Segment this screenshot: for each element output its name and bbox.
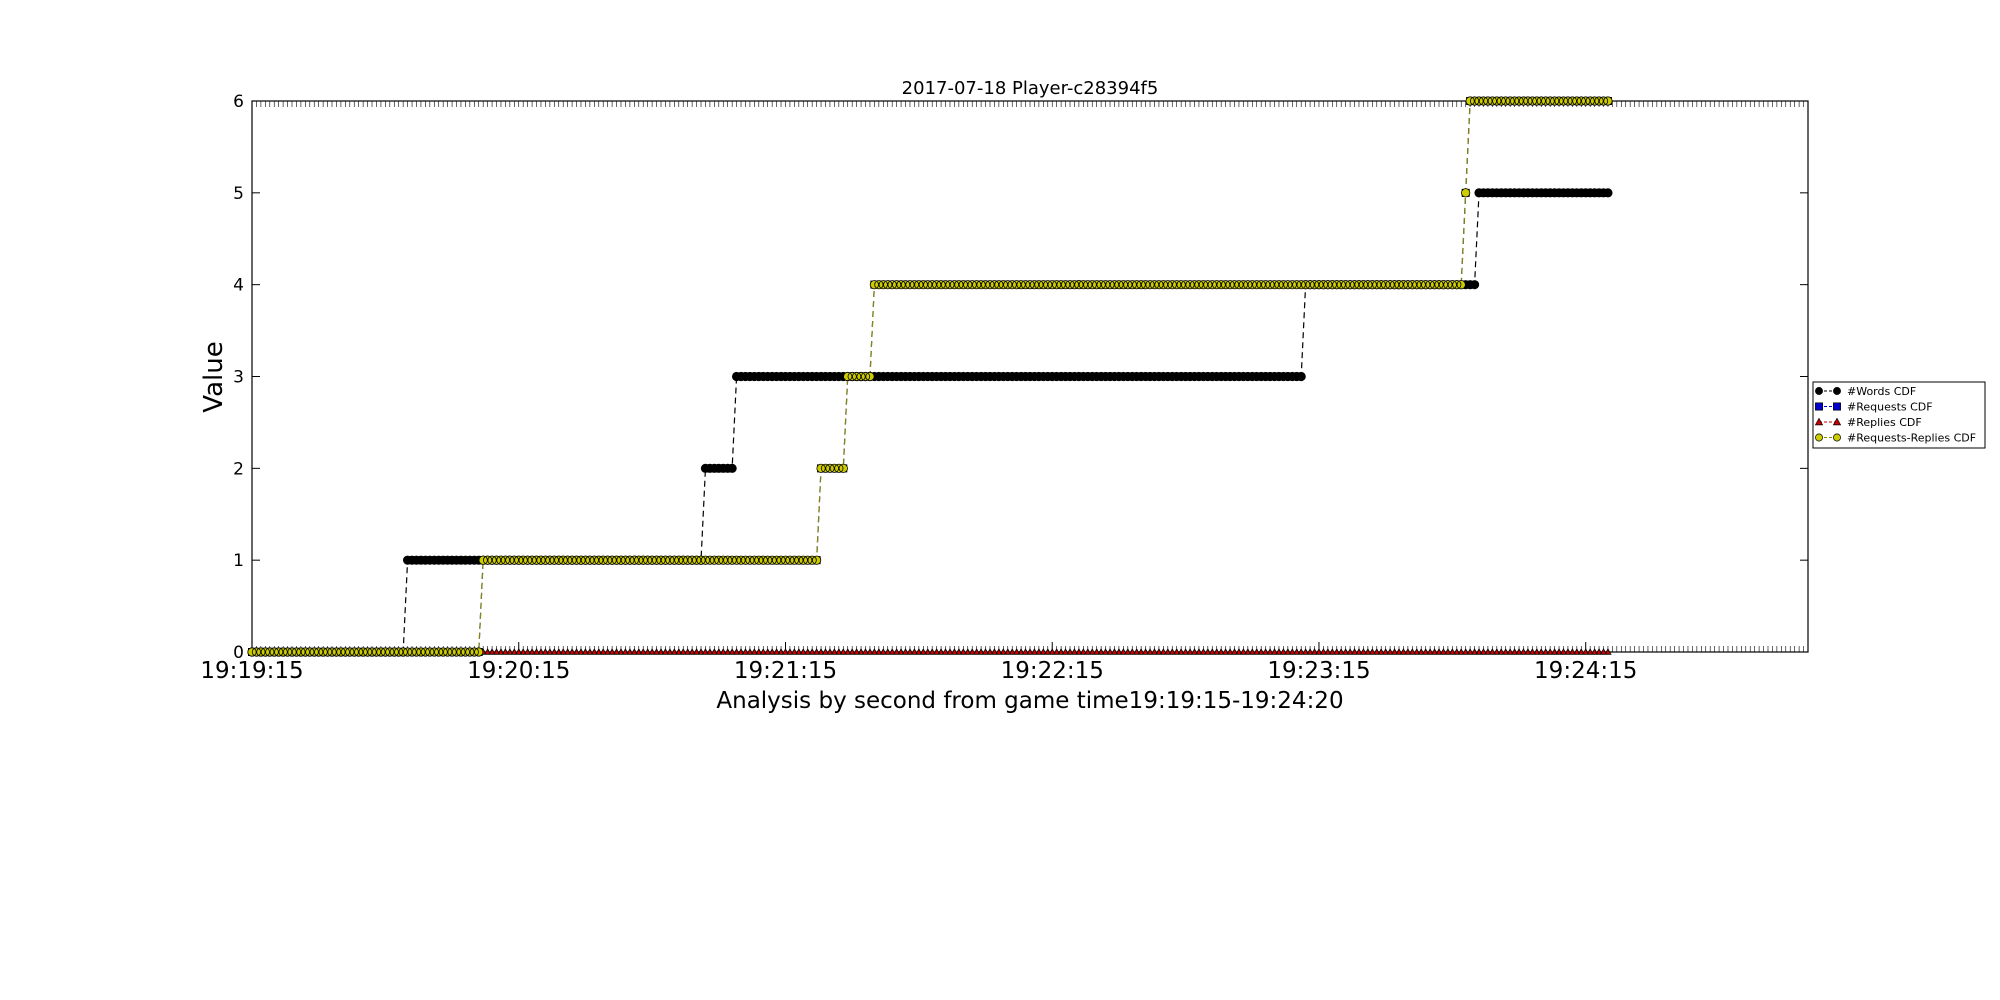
legend-marker bbox=[1833, 387, 1841, 395]
y-tick-label: 1 bbox=[233, 551, 244, 571]
series-line bbox=[252, 192, 1608, 653]
x-minor-ticks bbox=[251, 101, 1809, 652]
legend-marker bbox=[1832, 417, 1842, 426]
y-tick-label: 0 bbox=[233, 643, 244, 663]
legend-box bbox=[1812, 381, 1986, 449]
y-tick-label: 2 bbox=[233, 459, 244, 479]
legend: #Words CDF #Requests CDF #Replies CDF #Requ… bbox=[1812, 381, 1986, 449]
chart-title: 2017-07-18 Player-c28394f5 bbox=[902, 78, 1159, 99]
y-tick-label: 5 bbox=[233, 184, 244, 204]
x-tick-label: 19:19:15 bbox=[200, 658, 303, 684]
x-tick-label: 19:21:15 bbox=[734, 658, 837, 684]
legend-marker bbox=[1814, 417, 1824, 426]
x-tick-label: 19:20:15 bbox=[467, 658, 570, 684]
legend-marker bbox=[1815, 433, 1823, 442]
y-tick-label: 4 bbox=[233, 276, 244, 296]
legend-label: #Requests-Replies CDF bbox=[1847, 432, 1976, 445]
series-requests-replies-cdf bbox=[247, 96, 1613, 657]
legend-label: #Requests CDF bbox=[1847, 401, 1933, 414]
series-words-cdf bbox=[247, 188, 1613, 657]
y-tick-label: 6 bbox=[233, 92, 244, 112]
x-axis-label: Analysis by second from game time19:19:1… bbox=[716, 688, 1343, 714]
legend-marker bbox=[1833, 433, 1841, 442]
plot-area: 0 1 2 3 4 5 6 19:19:15 19:20:15 19:21:15 19:22:15 1… bbox=[200, 92, 1809, 684]
legend-marker bbox=[1833, 402, 1841, 411]
y-axis-label: Value bbox=[199, 341, 229, 412]
x-tick-label: 19:24:15 bbox=[1534, 658, 1637, 684]
y-tick-label: 3 bbox=[233, 368, 244, 388]
legend-marker bbox=[1815, 387, 1823, 395]
legend-label: #Words CDF bbox=[1847, 385, 1916, 398]
x-tick-label: 19:23:15 bbox=[1267, 658, 1370, 684]
legend-label: #Replies CDF bbox=[1847, 416, 1922, 429]
legend-marker bbox=[1815, 402, 1823, 411]
series-markers bbox=[247, 188, 1613, 657]
x-tick-label: 19:22:15 bbox=[1001, 658, 1104, 684]
series-markers bbox=[247, 96, 1613, 657]
